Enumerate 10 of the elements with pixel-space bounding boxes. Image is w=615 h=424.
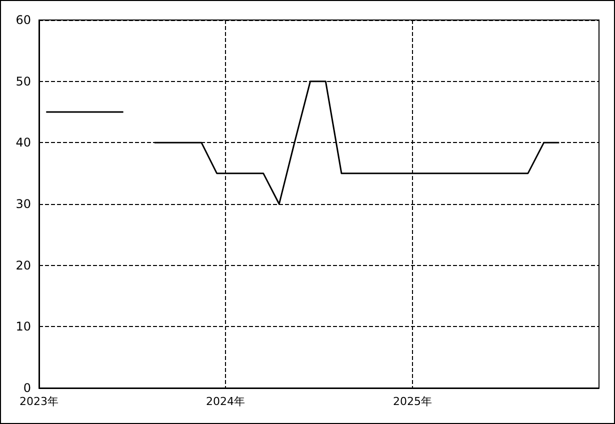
y-tick-label: 40 (16, 136, 31, 150)
y-tick-label: 20 (16, 258, 31, 272)
y-tick-label: 30 (16, 197, 31, 211)
x-tick-label: 2025年 (393, 395, 432, 408)
y-tick-label: 60 (16, 13, 31, 27)
x-tick-label: 2023年 (20, 395, 58, 408)
x-tick-label: 2024年 (206, 395, 245, 408)
y-tick-label: 50 (16, 74, 31, 88)
y-tick-label: 0 (23, 381, 31, 395)
y-tick-label: 10 (16, 320, 31, 334)
